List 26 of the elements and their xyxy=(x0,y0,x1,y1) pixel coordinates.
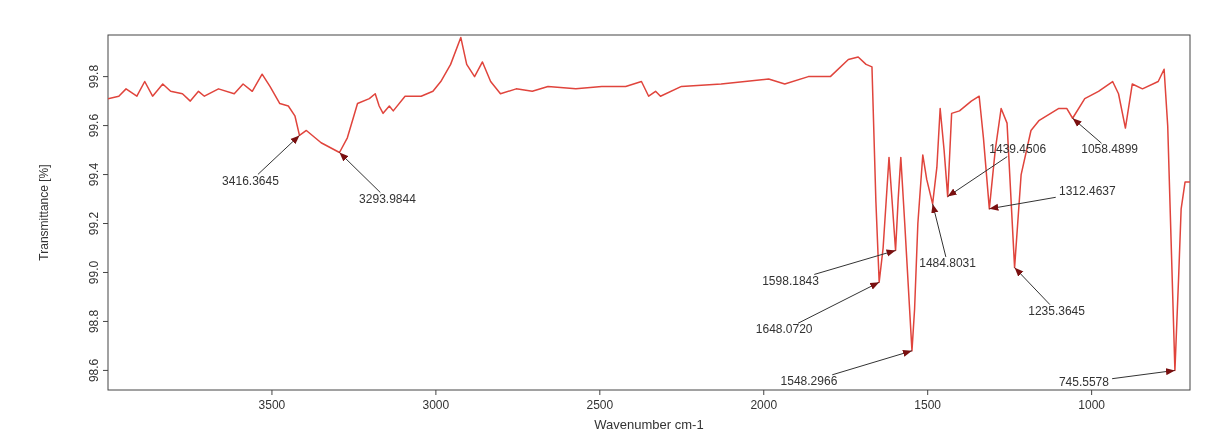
annotation: 745.5578 xyxy=(1058,374,1110,389)
y-axis-title: Transmittance [%] xyxy=(37,164,51,261)
y-tick-label: 99.0 xyxy=(87,260,101,285)
annotation: 1598.1843 xyxy=(762,273,820,288)
annotation: 1235.3645 xyxy=(1028,303,1086,318)
x-tick-label: 2500 xyxy=(586,398,614,412)
annotation: 1312.4637 xyxy=(1058,184,1117,198)
annotation: 3416.3645 xyxy=(222,173,280,188)
y-tick-label: 99.4 xyxy=(87,162,101,187)
x-tick-label: 1000 xyxy=(1078,398,1106,412)
y-tick-label: 98.8 xyxy=(87,309,101,334)
x-tick-label: 2000 xyxy=(750,398,778,412)
x-tick-label: 1500 xyxy=(914,398,942,412)
annotation: 3293.9844 xyxy=(359,191,417,206)
annotation: 1648.0720 xyxy=(755,322,813,337)
annotation: 1548.2966 xyxy=(780,374,838,388)
y-tick-label: 99.6 xyxy=(87,113,101,138)
y-tick-label: 98.6 xyxy=(87,358,101,383)
x-tick-label: 3500 xyxy=(258,398,286,412)
x-tick-label: 3000 xyxy=(422,398,450,412)
y-tick-label: 99.8 xyxy=(87,64,101,89)
annotation: 1484.8031 xyxy=(919,256,977,271)
y-tick-label: 99.2 xyxy=(87,211,101,236)
annotation: 1058.4899 xyxy=(1081,142,1139,157)
line-series xyxy=(108,36,1190,372)
x-axis-title: Wavenumber cm-1 xyxy=(594,417,704,432)
